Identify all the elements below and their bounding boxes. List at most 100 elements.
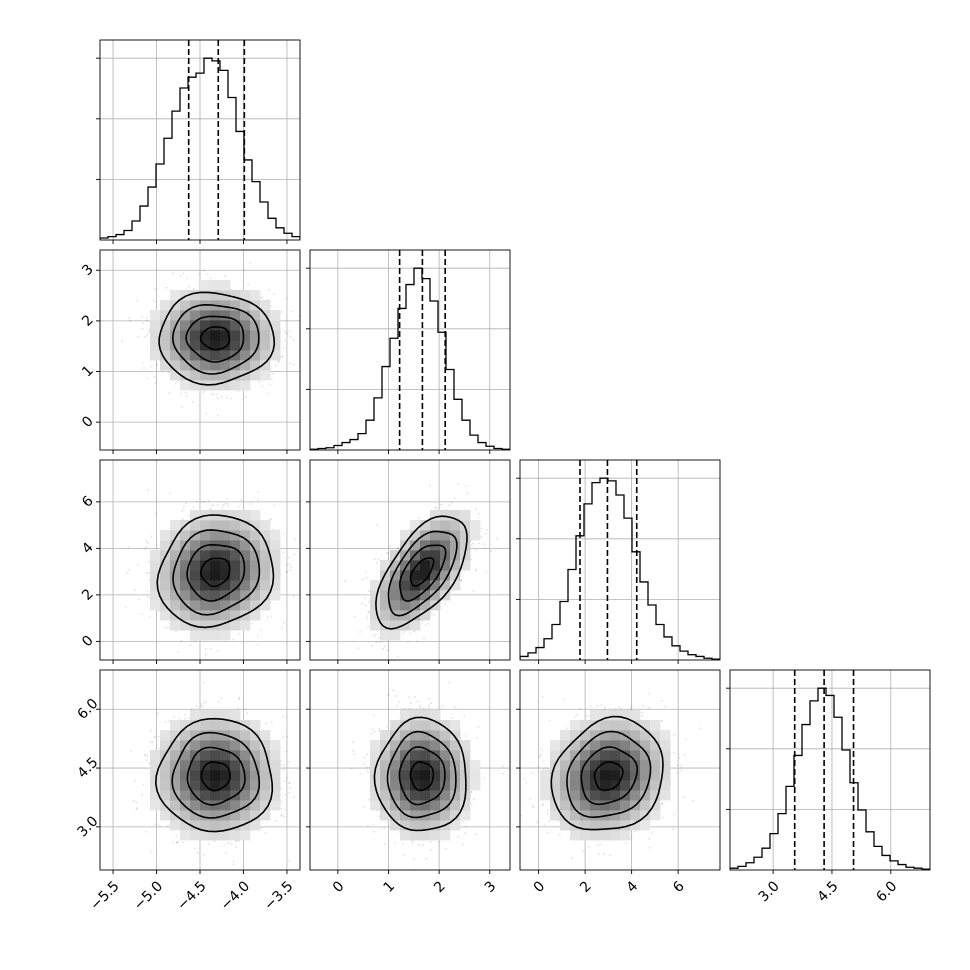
histogram-step-0 xyxy=(100,57,300,240)
density-cell xyxy=(190,620,201,631)
density-cell xyxy=(240,330,251,341)
scatter-dot xyxy=(259,381,261,383)
density-cell xyxy=(160,550,171,561)
scatter-dot xyxy=(165,286,168,289)
density-cell xyxy=(460,510,471,521)
scatter-dot xyxy=(460,579,463,582)
scatter-dot xyxy=(216,397,219,400)
scatter-dot xyxy=(288,563,291,566)
scatter-dot xyxy=(150,535,153,538)
density-cell xyxy=(220,280,231,291)
scatter-dot xyxy=(470,544,473,547)
density-cell xyxy=(400,620,411,631)
scatter-dot xyxy=(146,316,149,319)
density-cell xyxy=(180,380,191,391)
density-cell xyxy=(260,520,271,531)
scatter-dot xyxy=(145,546,148,549)
panel-content xyxy=(100,40,300,240)
scatter-dot xyxy=(367,611,370,614)
density-cell xyxy=(430,520,441,531)
density-cell xyxy=(250,360,261,371)
density-cell xyxy=(180,290,191,301)
scatter-dot xyxy=(407,641,409,644)
density-cell xyxy=(220,330,231,341)
density-cell xyxy=(430,530,441,541)
scatter-dot xyxy=(143,335,146,338)
scatter-dot xyxy=(270,615,273,617)
scatter-dot xyxy=(269,518,272,521)
scatter-dot xyxy=(286,777,288,779)
density-cell xyxy=(240,560,251,571)
scatter-dot xyxy=(460,579,462,582)
panel-frame xyxy=(309,249,511,451)
density-cell xyxy=(430,570,441,581)
density-cell xyxy=(270,340,281,351)
density-cell xyxy=(260,360,271,371)
scatter-dot xyxy=(188,514,191,517)
density-cell xyxy=(220,570,231,581)
scatter-dot xyxy=(374,634,377,636)
density-cell xyxy=(260,590,271,601)
histogram-step-2 xyxy=(520,477,720,660)
scatter-dot xyxy=(382,647,385,650)
scatter-dot xyxy=(157,712,159,715)
density-cell xyxy=(220,510,231,521)
density-cell xyxy=(210,520,221,531)
scatter-dot xyxy=(291,310,293,313)
density-cell xyxy=(200,370,211,381)
density-cell xyxy=(240,340,251,351)
panel-2-1 xyxy=(306,459,511,664)
density-cell xyxy=(250,570,261,581)
density-cell xyxy=(390,590,401,601)
scatter-dot xyxy=(280,311,283,313)
scatter-dot xyxy=(142,322,145,325)
scatter-dot xyxy=(474,570,477,572)
density-cell xyxy=(230,360,241,371)
scatter-dot xyxy=(282,768,285,771)
scatter-dot xyxy=(464,485,467,487)
scatter-dot xyxy=(164,626,167,629)
density-cell xyxy=(250,350,261,361)
density-cell xyxy=(270,330,281,341)
scatter-dot xyxy=(225,502,228,505)
contour-level-1 xyxy=(398,544,447,602)
density-cell xyxy=(410,580,421,591)
scatter-dot xyxy=(157,735,160,738)
scatter-dot xyxy=(182,841,185,844)
scatter-dot xyxy=(260,297,263,300)
scatter-dot xyxy=(366,617,369,620)
scatter-dot xyxy=(240,499,243,502)
density-cell xyxy=(210,370,221,381)
density-cell xyxy=(460,560,471,571)
density-cell xyxy=(270,320,281,331)
scatter-dot xyxy=(172,715,175,718)
scatter-dot xyxy=(283,780,286,782)
density-cell xyxy=(240,620,251,631)
scatter-dot xyxy=(146,754,149,757)
density-cell xyxy=(190,530,201,541)
scatter-dot xyxy=(257,491,259,493)
scatter-dot xyxy=(192,506,195,509)
density-cell xyxy=(260,300,271,311)
density-cell xyxy=(390,580,401,591)
density-cell xyxy=(390,600,401,611)
scatter-dot xyxy=(144,548,147,550)
density-cell xyxy=(400,610,411,621)
density-cell xyxy=(250,290,261,301)
scatter-dot xyxy=(145,319,148,322)
density-cell xyxy=(390,630,401,641)
scatter-dot xyxy=(282,533,285,535)
scatter-dot xyxy=(376,561,378,564)
density-cell xyxy=(250,590,261,601)
density-cell xyxy=(190,330,201,341)
histogram-step-1 xyxy=(310,267,510,450)
scatter-dot xyxy=(189,644,192,647)
scatter-dot xyxy=(238,632,241,635)
density-cell xyxy=(170,340,181,351)
density-cell xyxy=(220,300,231,311)
density-cell xyxy=(160,300,171,311)
scatter-dot xyxy=(243,269,246,272)
density-cell xyxy=(180,560,191,571)
density-cell xyxy=(250,550,261,561)
density-cell xyxy=(250,530,261,541)
